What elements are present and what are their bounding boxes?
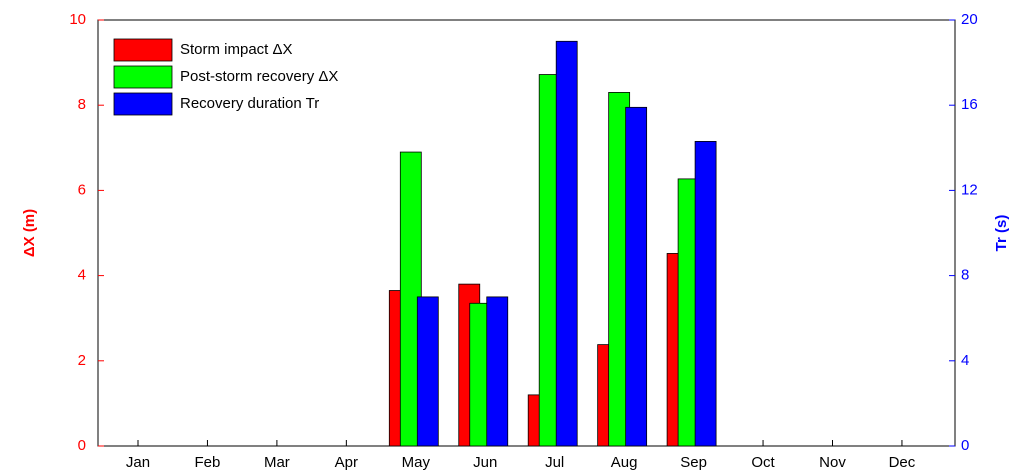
y-axis-label: ΔX (m) (21, 209, 38, 257)
y2-tick-label: 20 (961, 11, 978, 28)
legend-label: Storm impact ΔX (180, 41, 293, 58)
legend-label: Recovery duration Tr (180, 95, 319, 112)
y-tick-label: 6 (78, 181, 86, 198)
y2-tick-label: 4 (961, 352, 969, 369)
x-tick-label: Feb (195, 454, 221, 471)
bar (694, 141, 717, 447)
x-tick-label: Apr (335, 454, 358, 471)
x-tick-label: Jun (473, 454, 497, 471)
x-tick-label: Jan (126, 454, 150, 471)
y-tick-label: 0 (78, 437, 86, 454)
bar (625, 106, 648, 447)
y2-tick-label: 16 (961, 96, 978, 113)
bar (486, 296, 509, 447)
legend-swatch (113, 65, 173, 89)
legend-swatch (113, 38, 173, 62)
y-tick-label: 8 (78, 96, 86, 113)
legend-swatch (113, 92, 173, 116)
x-tick-label: Nov (819, 454, 846, 471)
bar (416, 296, 439, 447)
bar (555, 40, 578, 447)
x-tick-label: Oct (751, 454, 775, 471)
y2-tick-label: 12 (961, 181, 978, 198)
x-tick-label: Dec (889, 454, 916, 471)
x-tick-label: Mar (264, 454, 290, 471)
plot-frame (97, 19, 956, 447)
y-tick-label: 10 (69, 11, 86, 28)
y2-tick-label: 8 (961, 267, 969, 284)
y-tick-label: 4 (78, 267, 86, 284)
y-tick-label: 2 (78, 352, 86, 369)
y2-axis-label: Tr (s) (993, 215, 1010, 252)
x-tick-label: Aug (611, 454, 638, 471)
y2-tick-label: 0 (961, 437, 969, 454)
legend-label: Post-storm recovery ΔX (180, 68, 338, 85)
x-tick-label: Sep (680, 454, 707, 471)
x-tick-label: May (402, 454, 431, 471)
x-tick-label: Jul (545, 454, 564, 471)
